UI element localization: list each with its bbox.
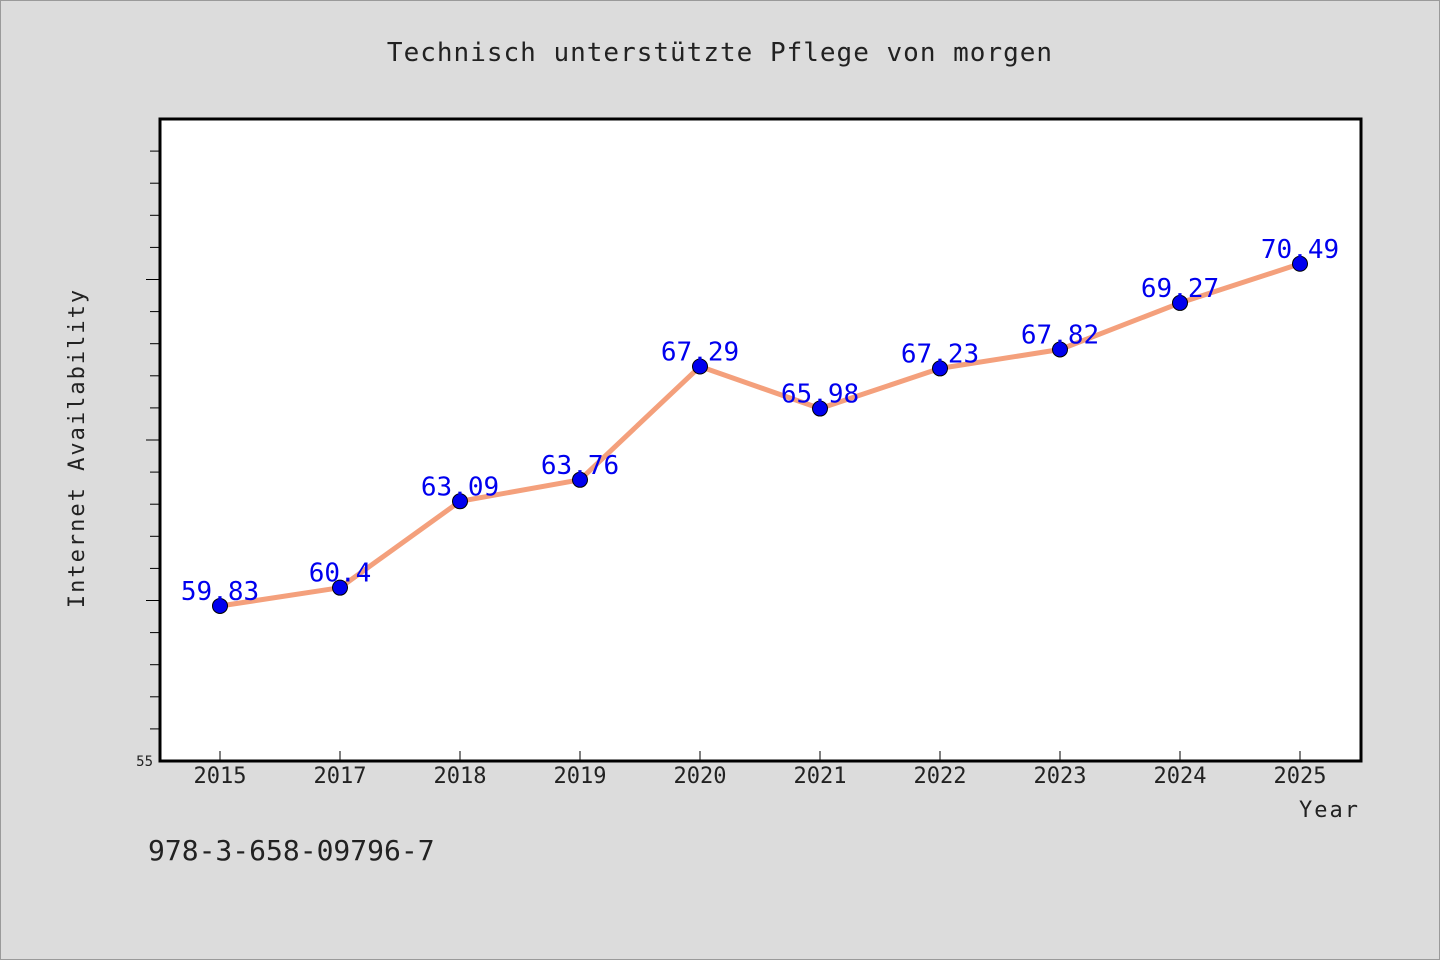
data-label: 63.09 bbox=[421, 472, 499, 502]
data-point bbox=[812, 400, 828, 417]
x-axis-tick-labels: 2015 2017 2018 2019 2020 2021 2022 2023 2024 2025 bbox=[194, 764, 1327, 789]
data-label: 59.83 bbox=[181, 577, 259, 607]
data-point bbox=[1292, 255, 1308, 272]
x-tick-label: 2019 bbox=[554, 764, 607, 789]
y-axis-label: Internet Availability bbox=[65, 288, 90, 608]
x-tick-label: 2023 bbox=[1034, 764, 1087, 789]
y-axis-ticks bbox=[146, 150, 160, 730]
data-label: 63.76 bbox=[541, 451, 619, 481]
data-point bbox=[332, 579, 348, 596]
x-axis-ticks bbox=[219, 751, 1301, 761]
data-point bbox=[1052, 341, 1068, 358]
data-point bbox=[452, 493, 468, 510]
x-tick-label: 2017 bbox=[314, 764, 367, 789]
series-markers bbox=[212, 255, 1308, 614]
data-label: 67.23 bbox=[901, 339, 979, 369]
series-line bbox=[217, 261, 1303, 609]
x-axis-label: Year bbox=[1299, 798, 1360, 823]
data-point bbox=[212, 597, 228, 614]
data-label: 69.27 bbox=[1141, 274, 1219, 304]
data-point bbox=[572, 471, 588, 488]
data-label: 65.98 bbox=[781, 380, 859, 410]
data-point bbox=[692, 358, 708, 375]
data-point bbox=[932, 360, 948, 377]
data-labels: 59.83 60.4 63.09 63.76 67.29 65.98 67.23 67.82 6… bbox=[181, 235, 1339, 607]
chart-title: Technisch unterstützte Pflege von morgen bbox=[387, 38, 1053, 68]
data-label: 70.49 bbox=[1261, 235, 1339, 265]
x-tick-label: 2024 bbox=[1154, 764, 1207, 789]
x-tick-label: 2022 bbox=[914, 764, 967, 789]
x-tick-label: 2020 bbox=[674, 764, 727, 789]
isbn-text: 978-3-658-09796-7 bbox=[148, 834, 435, 867]
x-tick-label: 2025 bbox=[1274, 764, 1327, 789]
plot-area bbox=[158, 117, 1363, 763]
data-label: 67.82 bbox=[1021, 320, 1099, 350]
data-point bbox=[1172, 294, 1188, 311]
x-tick-label: 2021 bbox=[794, 764, 847, 789]
data-label: 60.4 bbox=[309, 559, 372, 589]
x-tick-label: 2015 bbox=[194, 764, 247, 789]
y-tick-label-min: 55 bbox=[136, 754, 153, 770]
data-label: 67.29 bbox=[661, 337, 739, 367]
x-tick-label: 2018 bbox=[434, 764, 487, 789]
